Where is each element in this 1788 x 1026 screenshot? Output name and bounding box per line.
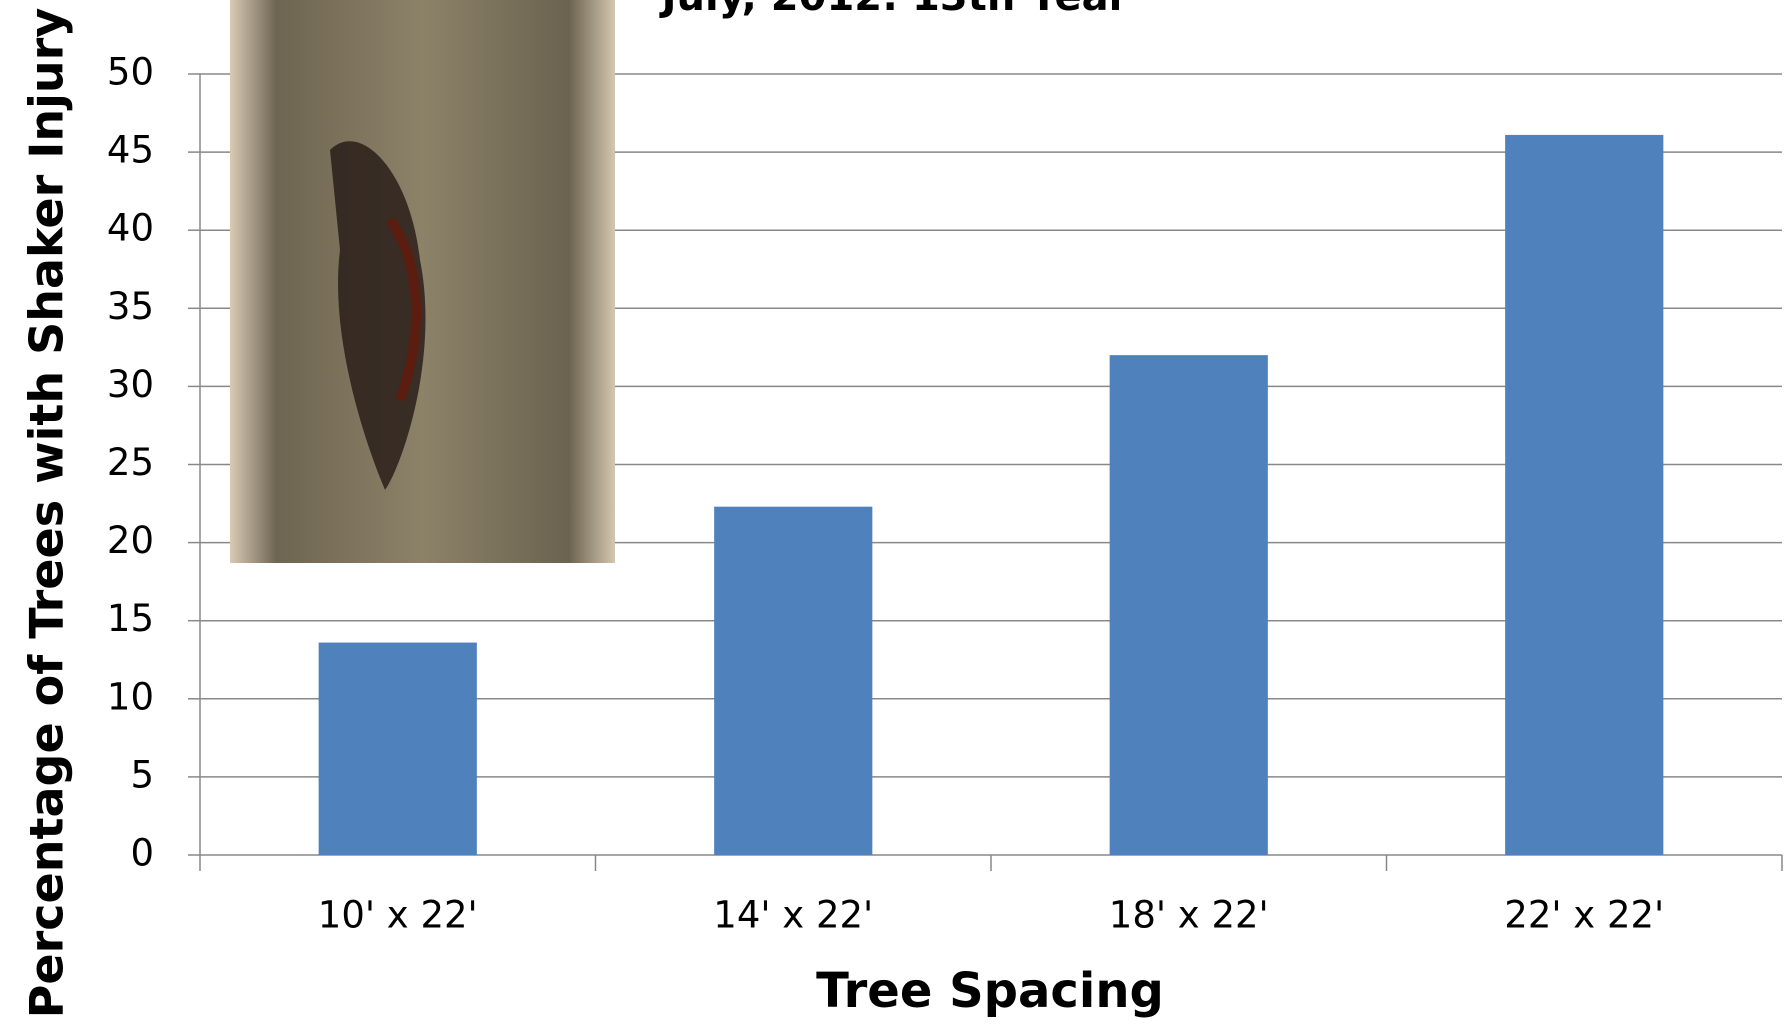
y-tick-label: 40 <box>107 207 154 250</box>
y-axis-label: Percentage of Trees with Shaker Injury <box>20 8 74 1019</box>
bar <box>714 507 872 855</box>
y-tick-label: 25 <box>107 441 154 484</box>
x-tick-label: 18' x 22' <box>1109 894 1269 937</box>
y-tick-label: 0 <box>130 832 154 875</box>
y-tick-label: 10 <box>107 675 154 718</box>
x-tick-label: 22' x 22' <box>1504 894 1664 937</box>
inset-photo <box>230 0 615 563</box>
y-tick-label: 30 <box>107 363 154 406</box>
y-tick-label: 5 <box>130 753 154 796</box>
chart-title: July, 2012: 13th Year <box>659 0 1129 20</box>
bar <box>1110 355 1268 855</box>
bar <box>1505 135 1663 855</box>
y-tick-label: 45 <box>107 129 154 172</box>
y-tick-label: 15 <box>107 597 154 640</box>
y-tick-label: 35 <box>107 285 154 328</box>
x-axis-label: Tree Spacing <box>816 963 1164 1019</box>
x-tick-label: 10' x 22' <box>318 894 478 937</box>
y-tick-label: 20 <box>107 519 154 562</box>
x-tick-label: 14' x 22' <box>713 894 873 937</box>
bar <box>319 643 477 855</box>
y-tick-label: 50 <box>107 51 154 94</box>
chart: 0 5 10 15 20 25 30 35 40 45 50 10' x 22' 14' x 22' 18… <box>0 0 1788 1026</box>
